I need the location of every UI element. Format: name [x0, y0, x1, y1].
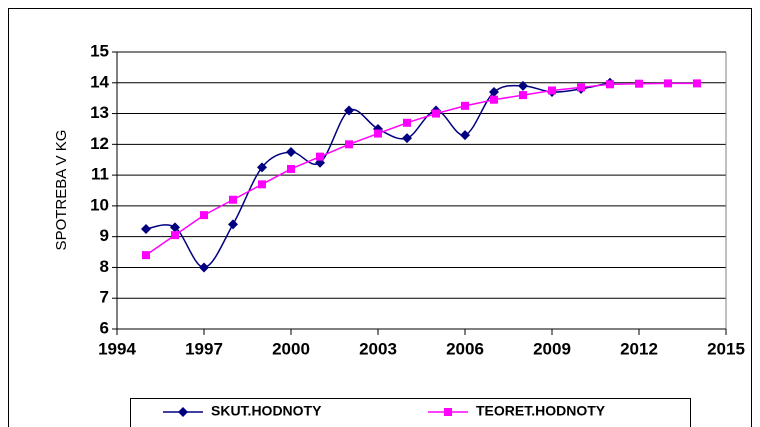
x-tick-label: 1997 — [185, 339, 223, 358]
y-tick-label: 9 — [100, 226, 109, 245]
data-point — [460, 130, 470, 141]
x-tick-label: 2006 — [446, 339, 484, 358]
data-point — [548, 86, 556, 95]
x-tick-label: 2009 — [533, 339, 571, 358]
y-tick-label: 12 — [90, 134, 109, 153]
data-point — [228, 219, 238, 230]
legend-marker — [178, 407, 188, 417]
y-tick-label: 13 — [90, 103, 109, 122]
data-point — [142, 251, 150, 260]
x-tick-label: 2003 — [359, 339, 397, 358]
data-point — [374, 129, 382, 138]
data-point — [519, 91, 527, 100]
x-tick-label: 1994 — [98, 339, 136, 358]
x-tick-label: 2012 — [620, 339, 658, 358]
y-tick-label: 15 — [90, 41, 109, 60]
chart-border — [8, 8, 752, 427]
data-point — [489, 87, 499, 98]
data-point — [432, 109, 440, 118]
data-point — [635, 79, 643, 88]
data-point — [141, 223, 151, 234]
data-point — [403, 118, 411, 127]
legend-label: SKUT.HODNOTY — [211, 403, 322, 419]
data-point — [229, 195, 237, 204]
data-point — [344, 105, 354, 116]
data-point — [693, 79, 701, 88]
data-point — [316, 152, 324, 161]
y-axis-label: SPOTREBA V KG — [53, 130, 70, 251]
series-line — [145, 82, 697, 256]
y-tick-label: 7 — [100, 288, 109, 307]
data-point — [286, 147, 296, 158]
y-tick-label: 11 — [91, 165, 109, 184]
data-point — [171, 231, 179, 240]
data-point — [287, 164, 295, 173]
legend-marker — [444, 408, 452, 416]
data-point — [402, 133, 412, 144]
data-point — [199, 262, 209, 273]
legend-box — [130, 398, 691, 427]
data-point — [490, 95, 498, 104]
data-point — [257, 162, 267, 173]
y-tick-label: 8 — [100, 257, 109, 276]
data-point — [258, 180, 266, 189]
data-point — [461, 101, 469, 110]
x-tick-label: 2015 — [707, 339, 745, 358]
data-point — [170, 222, 180, 233]
x-tick-label: 2000 — [272, 339, 310, 358]
y-tick-label: 6 — [100, 318, 109, 337]
data-point — [345, 140, 353, 149]
data-point — [200, 211, 208, 220]
data-point — [518, 80, 528, 91]
data-point — [606, 80, 614, 89]
data-point — [577, 83, 585, 92]
y-tick-label: 14 — [90, 72, 109, 91]
data-point — [664, 79, 672, 88]
y-tick-label: 10 — [90, 195, 109, 214]
legend-label: TEORET.HODNOTY — [476, 403, 606, 419]
